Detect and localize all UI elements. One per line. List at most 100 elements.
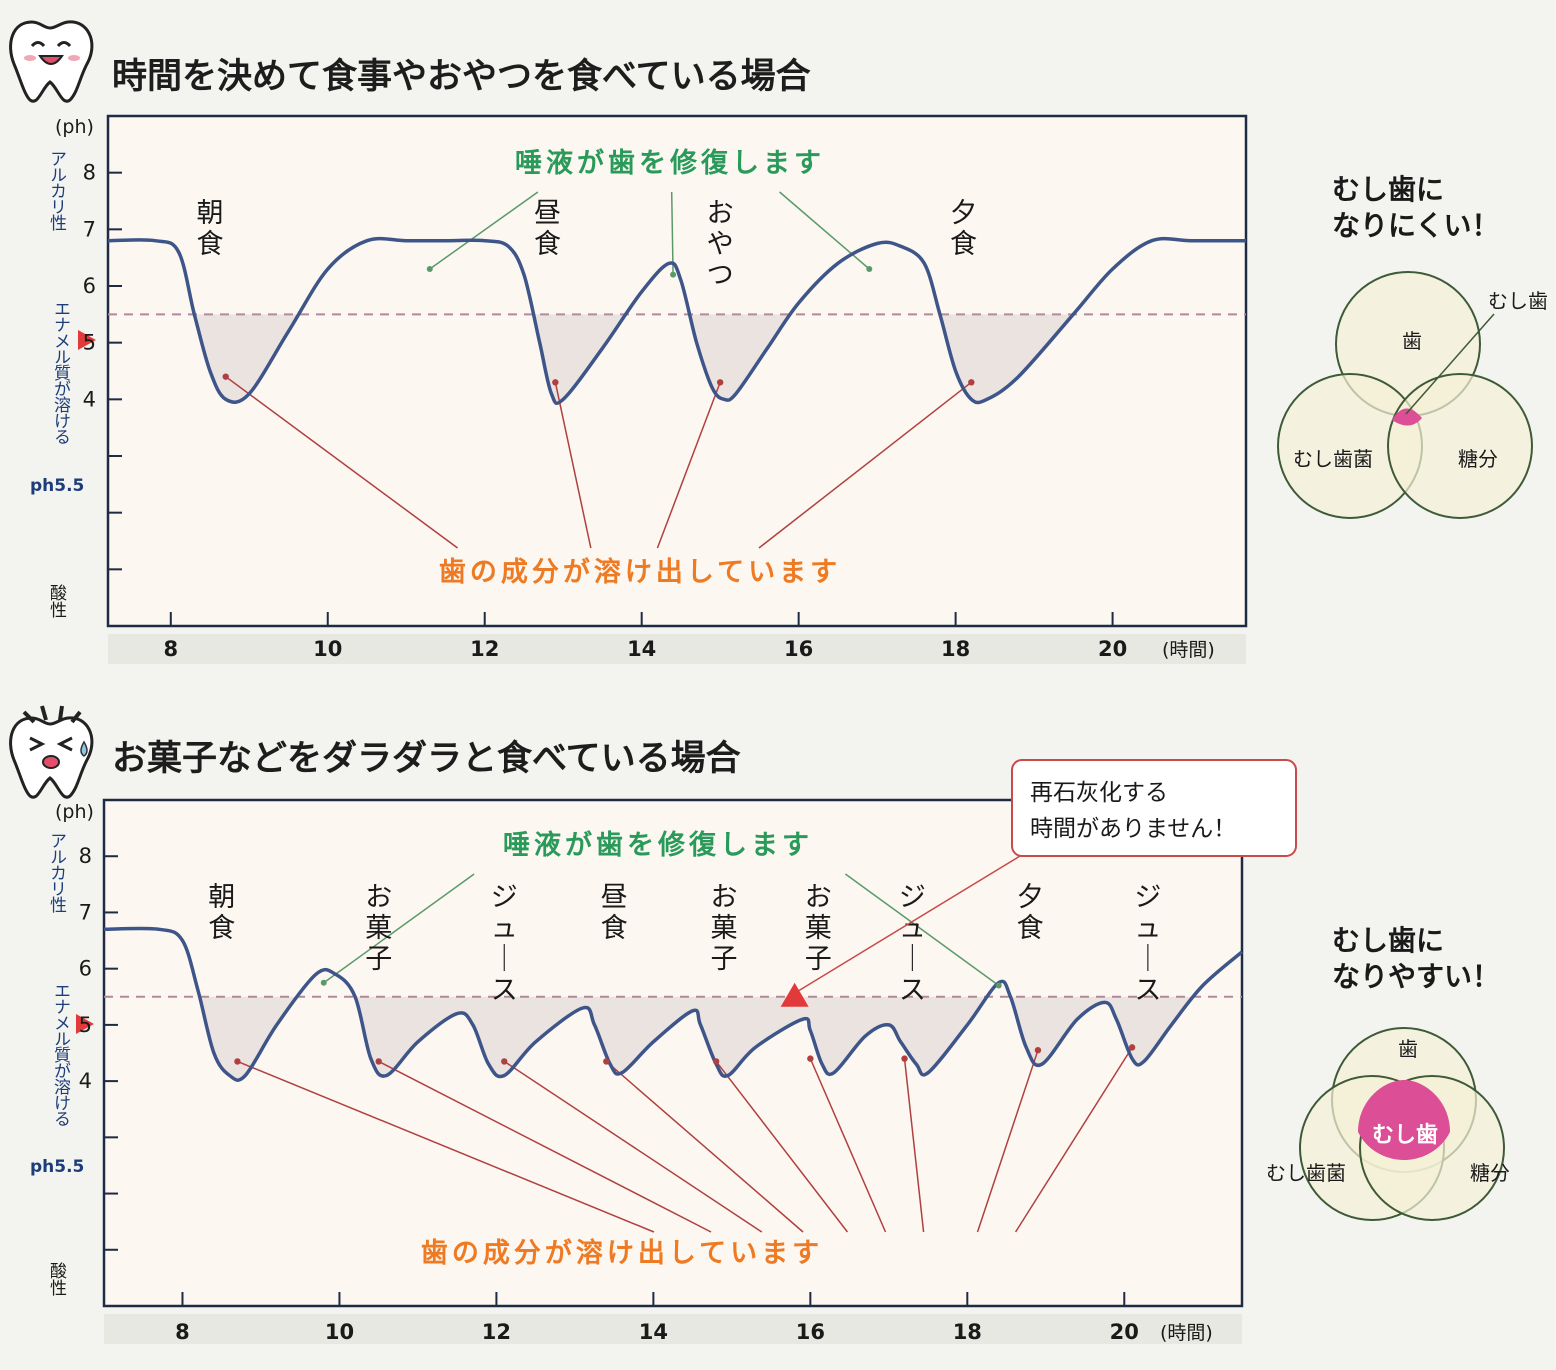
venn-heading-line1: むし歯に (1332, 924, 1444, 957)
y-tick-label: 5 (83, 331, 96, 355)
dissolve-leader-line (378, 1060, 712, 1233)
panel-title: 時間を決めて食事やおやつを食べている場合 (112, 56, 811, 97)
x-tick-label: 12 (482, 1320, 511, 1344)
event-label: お菓子 (805, 882, 832, 975)
dissolve-leader-line (809, 1058, 887, 1233)
saliva-point (995, 982, 1002, 989)
panel-regular-meals: 時間を決めて食事やおやつを食べている場合 (ph) アルカリ性 エナメル質が溶け… (9, 20, 1548, 664)
callout-line2: 時間がありません！ (1030, 816, 1236, 842)
side-label-threshold: エナメル質が溶ける (50, 982, 71, 1126)
x-tick-label: 14 (627, 637, 656, 661)
dissolve-leader-line (225, 376, 459, 549)
event-label: 昼食 (534, 198, 561, 260)
venn-intersection (1392, 408, 1422, 426)
y-tick-label: 4 (79, 1069, 92, 1093)
x-tick-label: 18 (941, 637, 970, 661)
venn-label-sugar: 糖分 (1458, 447, 1498, 471)
x-tick-label: 20 (1110, 1320, 1139, 1344)
venn-label-cavity: むし歯 (1372, 1122, 1438, 1148)
venn-label-cavity: むし歯 (1488, 289, 1548, 313)
enamel-dissolving-areas (104, 996, 1242, 1081)
venn-label-bacteria: むし歯菌 (1266, 1161, 1346, 1185)
y-tick-label: 7 (79, 900, 92, 924)
saliva-leader-line (844, 873, 1000, 987)
dissolve-point (501, 1058, 508, 1065)
event-label: ジュ｜ス (899, 882, 926, 1006)
leader-lines (225, 191, 972, 549)
callout-no-remineralization: 再石灰化する 時間がありません！ (780, 759, 1297, 1007)
dissolve-point (968, 379, 975, 386)
dissolve-leader-line (715, 1060, 849, 1233)
venn-heading-line2: なりやすい！ (1332, 960, 1500, 993)
dissolve-point (716, 379, 724, 386)
x-tick-label: 10 (325, 1320, 354, 1344)
dissolve-label: 歯の成分が溶け出しています (439, 556, 841, 588)
event-label: 夕食 (950, 198, 977, 260)
ph-curve (103, 926, 1244, 1082)
dissolve-leader-line (605, 1060, 804, 1233)
dissolve-point (552, 379, 559, 386)
x-tick-label: 18 (953, 1320, 982, 1344)
chart-frame (102, 798, 1244, 1308)
event-label: お菓子 (365, 882, 392, 975)
x-tick-label: 16 (784, 637, 813, 661)
side-label-ph: ph5.5 (30, 1157, 84, 1177)
dissolve-leader-line (656, 382, 721, 549)
panel-title: お菓子などをダラダラと食べている場合 (112, 738, 741, 779)
venn-heading-line2: なりにくい！ (1332, 209, 1499, 242)
side-label-ph: ph5.5 (30, 476, 84, 496)
venn-label-bacteria: むし歯菌 (1293, 447, 1373, 471)
dissolve-leader-line (758, 381, 972, 549)
event-label: 夕食 (1017, 882, 1044, 944)
x-tick-label: 8 (175, 1320, 190, 1344)
y-tick-label: 6 (83, 274, 96, 298)
enamel-dissolving-area (104, 996, 1242, 1081)
venn-diagram-less-cavities: むし歯に なりにくい！ 歯 むし歯菌 糖分 むし歯 (1277, 173, 1548, 519)
saliva-leader-line (429, 191, 539, 270)
snack-labels: 朝食 お菓子 ジュ｜ス 昼食 お菓子 お菓子 ジュ｜ス 夕食 ジュ｜ス (208, 882, 1161, 1006)
crying-tooth-icon (9, 705, 94, 799)
dissolve-point (222, 373, 229, 380)
event-label: ジュ｜ス (491, 882, 518, 1006)
event-label: お菓子 (711, 882, 738, 975)
venn-label-tooth: 歯 (1402, 329, 1422, 353)
venn-label-sugar: 糖分 (1470, 1161, 1510, 1185)
x-ticks: 8 10 12 14 16 18 20 (163, 612, 1127, 661)
y-ticks: 4 5 6 7 8 (83, 161, 122, 571)
venn-label-tooth: 歯 (1398, 1037, 1418, 1061)
dissolve-point (901, 1055, 908, 1062)
x-tick-label: 14 (639, 1320, 668, 1344)
annotation-points (234, 979, 1136, 1065)
callout-line1: 再石灰化する (1030, 780, 1168, 806)
venn-heading-line1: むし歯に (1332, 173, 1444, 206)
saliva-leader-line (323, 873, 475, 984)
x-axis-band (104, 1314, 1242, 1344)
threshold-marker-icon (76, 1014, 94, 1034)
event-label: ジュ｜ス (1134, 882, 1161, 1006)
leader-lines (237, 873, 1133, 1233)
saliva-label: 唾液が歯を修復します (503, 829, 813, 861)
x-tick-label: 20 (1098, 637, 1127, 661)
dissolve-leader-line (903, 1058, 925, 1233)
side-label-acid: 酸性 (46, 584, 67, 618)
event-label: 朝食 (208, 882, 235, 944)
dissolve-leader-line (237, 1060, 655, 1233)
dissolve-point (1034, 1046, 1042, 1054)
x-tick-label: 10 (313, 637, 342, 661)
x-tick-label: 12 (470, 637, 499, 661)
panel-constant-snacking: お菓子などをダラダラと食べている場合 (ph) アルカリ性 エナメル質が溶ける … (9, 705, 1510, 1344)
saliva-leader-line (670, 191, 674, 275)
x-ticks: 8 10 12 14 16 18 20 (175, 1292, 1139, 1344)
dissolve-leader-line (976, 1049, 1039, 1233)
side-label-alkaline: アルカリ性 (46, 832, 67, 913)
y-tick-label: 6 (79, 957, 92, 981)
warning-triangle-icon (780, 982, 809, 1007)
side-label-alkaline: アルカリ性 (46, 150, 67, 231)
venn-diagram-more-cavities: むし歯に なりやすい！ 歯 むし歯 むし歯菌 糖分 (1266, 924, 1510, 1221)
dissolve-point (1128, 1044, 1136, 1051)
y-tick-label: 8 (83, 161, 96, 185)
saliva-point (320, 979, 327, 986)
x-tick-label: 8 (163, 637, 178, 661)
event-label: おやつ (707, 198, 734, 291)
